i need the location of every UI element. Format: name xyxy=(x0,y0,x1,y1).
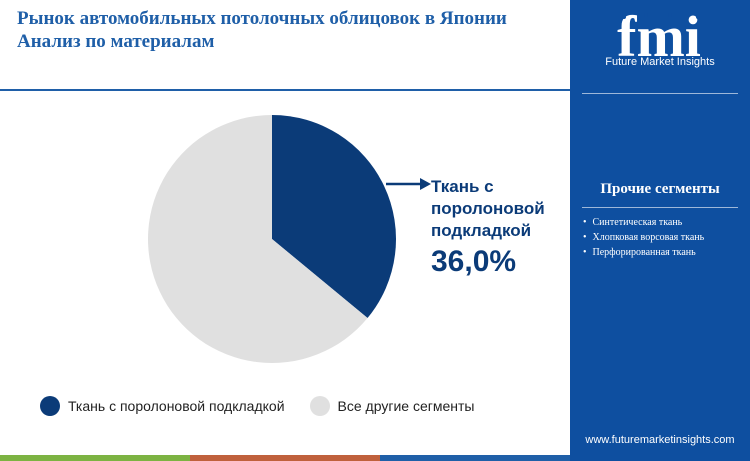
other-segment-item: Хлопковая ворсовая ткань xyxy=(583,231,705,245)
bottom-color-bar xyxy=(0,455,570,461)
other-segments-divider xyxy=(582,207,738,208)
title-line-1: Рынок автомобильных потолочных облицовок… xyxy=(17,8,507,29)
website-url[interactable]: www.futuremarketinsights.com xyxy=(585,434,735,446)
pie-slice-other xyxy=(147,115,368,364)
legend-swatch-other xyxy=(309,396,330,416)
callout-label-line-1: Ткань с xyxy=(431,177,494,196)
callout-label-line-2: поролоновой xyxy=(431,199,545,218)
highlight-callout: Ткань с поролоновой подкладкой 36,0% xyxy=(431,176,571,280)
sidebar-divider-top xyxy=(582,93,738,94)
other-segment-item: Синтетическая ткань xyxy=(583,216,704,230)
callout-arrow xyxy=(386,178,431,190)
legend-label-foam-backed: Ткань с поролоновой подкладкой xyxy=(68,398,285,414)
logo-letters: fmi xyxy=(617,6,701,69)
other-segment-item: Перфорированная ткань xyxy=(583,246,704,260)
legend-item-foam-backed: Ткань с поролоновой подкладкой xyxy=(40,396,285,416)
fmi-logo: fmi xyxy=(617,6,701,69)
other-segments-title: Прочие сегменты xyxy=(600,181,720,197)
sidebar: fmi Future Market Insights Прочие сегмен… xyxy=(570,0,750,461)
pie-chart xyxy=(147,115,431,364)
bottom-bar-blue xyxy=(380,455,570,461)
legend-swatch-foam-backed xyxy=(40,396,60,416)
chart-legend: Ткань с поролоновой подкладкой Все други… xyxy=(40,395,499,417)
chart-title: Рынок автомобильных потолочных облицовок… xyxy=(17,7,562,53)
pie-slices xyxy=(147,115,396,364)
callout-label-line-3: подкладкой xyxy=(431,221,532,240)
title-line-2: Анализ по материалам xyxy=(17,31,215,52)
logo-caption: Future Market Insights xyxy=(605,56,715,68)
other-segments-list: Синтетическая ткань Хлопковая ворсовая т… xyxy=(583,216,705,261)
pie-slice-foam-backed xyxy=(272,115,396,319)
callout-value: 36,0% xyxy=(431,245,517,278)
bottom-bar-green xyxy=(0,455,190,461)
title-divider xyxy=(0,89,570,91)
bottom-bar-orange xyxy=(190,455,380,461)
legend-item-other: Все другие сегменты xyxy=(309,396,475,416)
legend-label-other: Все другие сегменты xyxy=(337,398,475,414)
